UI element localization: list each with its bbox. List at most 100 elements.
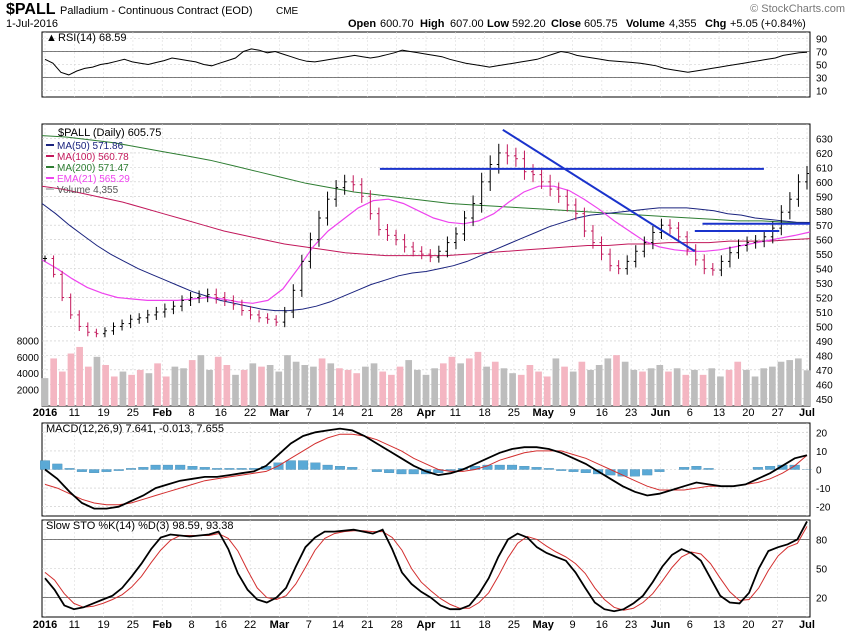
volume-bar [275, 371, 283, 406]
volume-bar [543, 376, 551, 406]
volume-bar [396, 366, 404, 406]
macd-histogram-bar [64, 468, 75, 470]
x-tick-label: 23 [625, 407, 637, 419]
x-tick-label: 25 [127, 619, 139, 631]
volume-bar [344, 369, 352, 406]
volume-bar [292, 361, 300, 406]
x-tick-label: 21 [361, 619, 373, 631]
volume-bar [258, 366, 265, 406]
x-tick-label: 7 [306, 619, 312, 631]
volume-bar [751, 376, 759, 406]
moving-average-lines [41, 135, 811, 312]
x-tick-label: 14 [332, 407, 344, 419]
tick-label: -20 [816, 503, 831, 514]
support-resistance-lines [379, 128, 810, 253]
stochastic-axis-ticks: 80 50 20 [816, 535, 828, 604]
macd-histogram-bar [445, 469, 456, 471]
x-tick-label: Jul [799, 407, 815, 419]
volume-bar [526, 365, 534, 406]
macd-label: MACD(12,26,9) 7.641, -0.013, 7.655 [46, 423, 224, 435]
macd-histogram-bar [642, 469, 653, 476]
legend-entry: MA(200) 571.47 [57, 163, 129, 174]
macd-histogram-bar [568, 469, 579, 472]
volume-bar [595, 365, 603, 406]
volume-bar [587, 369, 594, 406]
volume-bar [561, 366, 568, 406]
x-tick-label: 20 [742, 407, 754, 419]
volume-bar [769, 366, 776, 406]
volume-bar [465, 358, 473, 406]
volume-bar [795, 358, 802, 406]
x-tick-label: 16 [215, 619, 227, 631]
stochastic-k-line [44, 520, 808, 613]
x-tick-label: 21 [361, 407, 373, 419]
volume-bar [214, 356, 222, 406]
watermark: © StockCharts.com [750, 3, 845, 15]
tick-label: 450 [816, 395, 833, 406]
macd-histogram-bar [347, 467, 358, 470]
volume-bar [362, 366, 369, 406]
x-tick-label: 25 [127, 407, 139, 419]
volume-bar [786, 360, 794, 406]
x-tick-label: 18 [478, 407, 490, 419]
volume-bar [67, 353, 75, 406]
tick-label: 620 [816, 149, 833, 160]
volume-bar [136, 369, 144, 406]
tick-label: 50 [816, 565, 828, 576]
tick-label: 560 [816, 236, 833, 247]
x-tick-label: Jun [651, 619, 671, 631]
tick-label: 20 [816, 594, 828, 605]
volume-bar [448, 356, 456, 406]
volume-bar [509, 373, 516, 406]
x-tick-label: 16 [215, 407, 227, 419]
volume-bar [552, 358, 560, 406]
volume-bar [656, 365, 664, 406]
tick-label: 460 [816, 380, 833, 391]
macd-histogram-bar [89, 469, 100, 473]
x-tick-label: 9 [569, 619, 575, 631]
volume-bar [84, 366, 92, 406]
volume-bar [569, 371, 577, 406]
volume-bar [743, 369, 750, 406]
legend-entry: EMA(21) 565.29 [57, 174, 130, 185]
volume-bar [777, 361, 785, 406]
volume-axis-ticks: 8000 6000 4000 2000 [17, 336, 40, 396]
volume-bar [50, 358, 57, 406]
macd-histogram-bar [789, 464, 800, 470]
volume-bar [171, 366, 179, 406]
tick-label: 30 [816, 74, 828, 85]
volume-bar [310, 366, 317, 406]
volume-bar [327, 363, 335, 406]
macd-histogram-bar [691, 466, 702, 470]
volume-bar [673, 368, 681, 406]
symbol-title: $PALL [6, 1, 56, 18]
volume-bar [58, 371, 66, 406]
trend-line [502, 128, 696, 253]
macd-histogram-bar [605, 469, 616, 476]
volume-bar [128, 374, 135, 406]
volume-tick-label: 2000 [17, 386, 40, 397]
volume-bar [76, 346, 83, 406]
macd-histogram-bar [580, 469, 591, 473]
tick-label: 600 [816, 178, 833, 189]
volume-bar [197, 355, 205, 406]
macd-histogram-bar [138, 467, 149, 470]
volume-bar [93, 356, 101, 406]
volume-bar [708, 368, 716, 406]
volume-bar [491, 361, 499, 406]
volume-bar [388, 374, 395, 406]
svg-text:Close: Close [551, 18, 581, 30]
macd-histogram-bar [162, 464, 173, 470]
macd-histogram-bar [629, 469, 640, 477]
x-tick-label: 6 [687, 407, 693, 419]
volume-tick-label: 8000 [17, 336, 40, 347]
price-label: $PALL (Daily) 605.75 [58, 127, 161, 139]
quote-date: 1-Jul-2016 [6, 18, 58, 30]
x-tick-label: 6 [687, 619, 693, 631]
volume-bar [188, 360, 196, 406]
volume-bar [604, 358, 612, 406]
rsi-label: RSI(14) 68.59 [58, 32, 126, 44]
tick-label: 590 [816, 192, 833, 203]
volume-bar [613, 355, 620, 406]
ma200-line [41, 135, 811, 224]
